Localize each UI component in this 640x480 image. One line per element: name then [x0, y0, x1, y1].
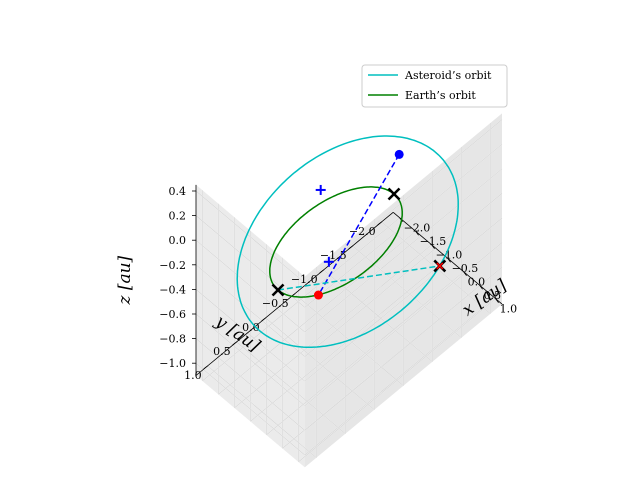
gridline-y-floor: [323, 269, 433, 362]
connector-lines: [277, 154, 440, 296]
gridline-z-wall-x: [304, 242, 503, 407]
x-tick-label: 0.5: [484, 289, 502, 302]
gridline-z-wall-x: [304, 119, 503, 284]
legend-frame: [361, 64, 508, 108]
y-tick-label: 1.0: [184, 369, 202, 382]
cross-marker-b: [387, 187, 401, 201]
z-tick-label: 0.4: [169, 185, 187, 198]
z-tick-label: 0.2: [169, 210, 187, 223]
z-tick-label: −1.0: [159, 357, 186, 370]
y-tick-label: −1.5: [320, 249, 347, 262]
x-tick-label-mark: [463, 271, 467, 276]
x-tick-label: −1.0: [436, 249, 463, 262]
connector-line-0: [317, 154, 400, 296]
cross-marker-b: [271, 283, 285, 297]
z-tick-label: −0.8: [159, 333, 186, 346]
connector-line-1: [277, 265, 440, 291]
earth-orbit-line: [269, 186, 403, 298]
z-tick-label: −0.2: [159, 259, 186, 272]
x-tick-label-mark: [415, 230, 419, 236]
gridline-y-floor: [381, 221, 491, 314]
gridline-z-wall-y: [195, 289, 305, 382]
gridline-z-wall-y: [195, 313, 305, 407]
z-tick-label: −0.6: [159, 308, 186, 321]
x-tick-label: 0.0: [468, 276, 486, 289]
x-tick-label: −0.5: [452, 262, 479, 275]
y-tick-label: −1.0: [291, 273, 318, 286]
x-tick-label-mark: [479, 284, 483, 290]
z-axis-label: z [au]: [115, 255, 135, 305]
gridline-y-floor: [207, 365, 317, 458]
asteroid-orbit-line: [236, 135, 459, 349]
tick-labels: −2.0−1.5−1.0−0.50.00.51.0−2.0−1.5−1.0−0.…: [159, 185, 517, 382]
dot-marker: [394, 149, 404, 159]
gridline-z-wall-y: [195, 264, 305, 357]
gridline-z-wall-y: [195, 215, 305, 308]
y-tick-label-mark: [319, 269, 324, 274]
y-tick-label-mark: [377, 221, 382, 226]
gridline-z-wall-x: [304, 266, 503, 431]
gridline-z-wall-x: [304, 143, 503, 308]
axis-lines: [192, 184, 503, 376]
y-tick-label-mark: [348, 245, 353, 250]
dot-marker: [313, 290, 323, 300]
legend-label-asteroid: Asteroid’s orbit: [404, 69, 492, 82]
legend-label-earth: Earth’s orbit: [405, 89, 476, 102]
x-tick-label-mark: [495, 298, 499, 303]
grid-lines: [195, 119, 503, 463]
gridline-y-floor: [236, 341, 346, 434]
gridline-z-wall-x: [304, 291, 503, 456]
cross-marker: [436, 262, 444, 270]
gridline-z-wall-x: [304, 168, 503, 333]
gridline-z-wall-y: [195, 362, 305, 456]
gridline-y-floor: [265, 317, 375, 410]
plus-marker: [323, 256, 334, 267]
y-tick-label: −2.0: [349, 225, 376, 238]
axis-panes: [196, 113, 502, 468]
point-markers: [271, 149, 447, 300]
y-tick-label-mark: [232, 341, 237, 346]
y-tick-label-mark: [203, 365, 208, 370]
x-tick-label-mark: [447, 257, 451, 263]
gridline-z-wall-x: [304, 193, 503, 357]
gridline-z-wall-y: [195, 338, 305, 431]
x-tick-label: −1.5: [420, 235, 447, 248]
x-tick-label: 1.0: [500, 303, 517, 316]
cross-marker: [387, 187, 401, 201]
y-tick-label: −0.5: [262, 297, 289, 310]
gridline-z-wall-y: [195, 239, 305, 333]
z-tick-label: −0.4: [159, 283, 186, 296]
z-tick-label: 0.0: [169, 234, 187, 247]
y-tick-label-mark: [261, 317, 266, 322]
legend: Asteroid’s orbit Earth’s orbit: [361, 64, 508, 108]
y-tick-label: 0.5: [213, 345, 231, 358]
cross-marker-b: [436, 262, 444, 270]
x-tick-label: −2.0: [404, 222, 431, 235]
plus-marker: [315, 184, 326, 195]
gridline-z-wall-y: [195, 190, 305, 284]
cross-marker: [271, 283, 285, 297]
y-tick-label: 0.0: [242, 321, 260, 334]
gridline-y-floor: [352, 245, 462, 338]
orbit-curves: [236, 135, 459, 349]
x-tick-label-mark: [431, 244, 435, 249]
gridline-z-wall-x: [304, 217, 503, 382]
